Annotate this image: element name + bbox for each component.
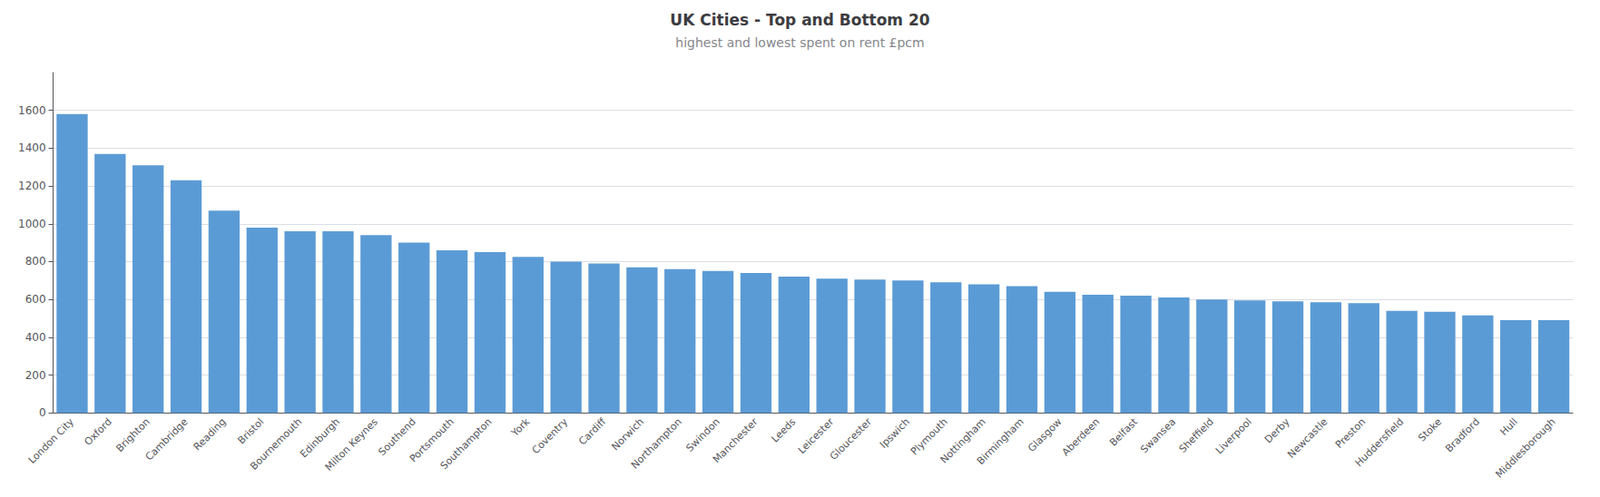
svg-text:1200: 1200 bbox=[18, 179, 47, 193]
svg-text:Preston: Preston bbox=[1333, 416, 1368, 452]
svg-text:Huddersfield: Huddersfield bbox=[1353, 416, 1407, 471]
svg-text:Southend: Southend bbox=[376, 416, 419, 459]
svg-text:Portsmouth: Portsmouth bbox=[407, 416, 457, 466]
svg-text:200: 200 bbox=[25, 369, 47, 383]
svg-text:Bradford: Bradford bbox=[1442, 416, 1483, 456]
svg-text:Oxford: Oxford bbox=[82, 416, 115, 449]
svg-text:Milton Keynes: Milton Keynes bbox=[323, 415, 381, 473]
svg-text:highest and lowest spent on re: highest and lowest spent on rent £pcm bbox=[675, 35, 924, 50]
svg-text:Birmingham: Birmingham bbox=[974, 416, 1027, 469]
svg-text:Glasgow: Glasgow bbox=[1025, 416, 1064, 455]
svg-text:York: York bbox=[508, 415, 533, 441]
svg-text:Cambridge: Cambridge bbox=[143, 415, 191, 463]
svg-text:Northampton: Northampton bbox=[628, 416, 685, 472]
svg-text:Cardiff: Cardiff bbox=[576, 415, 609, 448]
svg-text:Aberdeen: Aberdeen bbox=[1060, 416, 1103, 460]
svg-text:Ipswich: Ipswich bbox=[877, 416, 913, 452]
svg-text:Bournemouth: Bournemouth bbox=[247, 416, 305, 473]
svg-text:UK Cities - Top and Bottom 20: UK Cities - Top and Bottom 20 bbox=[669, 10, 930, 30]
svg-text:Brighton: Brighton bbox=[113, 416, 152, 455]
svg-text:Liverpool: Liverpool bbox=[1213, 416, 1255, 458]
svg-text:1600: 1600 bbox=[18, 104, 47, 118]
svg-text:1400: 1400 bbox=[18, 141, 47, 155]
svg-text:Belfast: Belfast bbox=[1107, 415, 1141, 450]
svg-text:Leeds: Leeds bbox=[769, 415, 799, 445]
svg-text:Hull: Hull bbox=[1498, 416, 1521, 439]
svg-text:London City: London City bbox=[26, 415, 78, 467]
svg-text:Nottingham: Nottingham bbox=[938, 416, 989, 467]
svg-text:Norwich: Norwich bbox=[608, 416, 647, 454]
svg-text:800: 800 bbox=[25, 255, 47, 268]
svg-text:Gloucester: Gloucester bbox=[827, 415, 874, 462]
svg-text:Middlesborough: Middlesborough bbox=[1493, 416, 1559, 481]
svg-text:Plymouth: Plymouth bbox=[908, 416, 951, 458]
svg-text:Reading: Reading bbox=[191, 416, 229, 454]
svg-text:1000: 1000 bbox=[18, 217, 47, 231]
svg-text:Coventry: Coventry bbox=[530, 415, 571, 457]
svg-text:Leicester: Leicester bbox=[795, 416, 837, 457]
svg-text:Manchester: Manchester bbox=[710, 415, 761, 466]
svg-text:Derby: Derby bbox=[1262, 415, 1293, 446]
svg-text:0: 0 bbox=[39, 406, 47, 420]
svg-text:600: 600 bbox=[25, 293, 47, 306]
svg-text:Stoke: Stoke bbox=[1415, 415, 1444, 444]
svg-text:400: 400 bbox=[25, 331, 47, 344]
svg-text:Sheffield: Sheffield bbox=[1177, 416, 1217, 456]
svg-text:Edinburgh: Edinburgh bbox=[297, 416, 343, 461]
svg-text:Bristol: Bristol bbox=[235, 416, 266, 448]
svg-text:Southampton: Southampton bbox=[438, 416, 495, 473]
svg-text:Swansea: Swansea bbox=[1138, 416, 1178, 457]
svg-text:Newcastle: Newcastle bbox=[1285, 415, 1330, 461]
svg-text:Swindon: Swindon bbox=[684, 416, 723, 455]
